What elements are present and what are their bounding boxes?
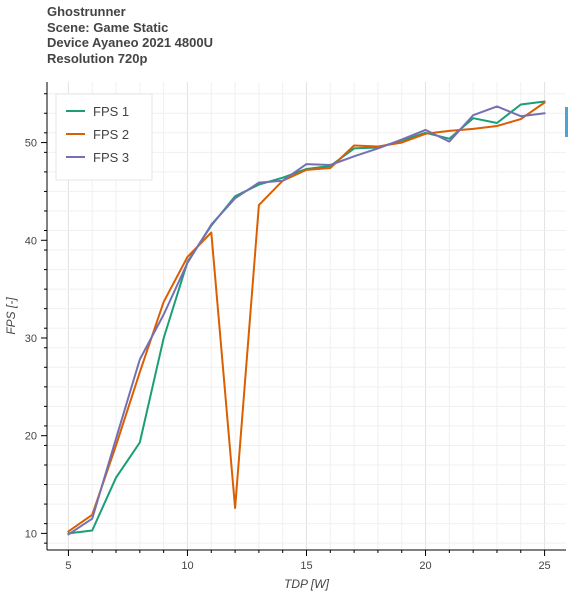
toolbar-active-indicator[interactable] (565, 107, 568, 137)
axes: 5 10 15 20 25 10 20 30 40 50 (25, 82, 566, 572)
series-line-fps-2 (67, 101, 546, 533)
y-axis-label: FPS [-] (4, 297, 18, 335)
chart-title-line-4: Resolution 720p (47, 50, 148, 66)
legend-label-2: FPS 2 (93, 127, 129, 142)
series-line-fps-3 (67, 105, 546, 536)
chart-title: Ghostrunner Scene: Game Static Device Ay… (47, 4, 213, 66)
x-tick-label: 10 (181, 560, 193, 572)
chart-title-line-1: Ghostrunner (47, 4, 126, 19)
chart-title-line-3: Device Ayaneo 2021 4800U (47, 35, 213, 50)
y-tick-label: 10 (25, 528, 37, 540)
legend-label-3: FPS 3 (93, 150, 129, 165)
y-tick-label: 40 (25, 235, 37, 247)
chart-title-line-2: Scene: Game Static (47, 19, 169, 35)
x-tick-label: 15 (300, 560, 312, 572)
x-tick-label: 25 (538, 560, 550, 572)
x-tick-label: 5 (65, 560, 71, 572)
x-axis-label: TDP [W] (284, 577, 330, 591)
y-tick-label: 50 (25, 138, 37, 150)
y-tick-label: 20 (25, 431, 37, 443)
legend-label-1: FPS 1 (93, 104, 129, 119)
legend: FPS 1 FPS 2 FPS 3 (55, 93, 153, 181)
y-tick-label: 30 (25, 333, 37, 345)
legend-box (55, 93, 153, 181)
x-tick-label: 20 (419, 560, 431, 572)
series-lines (67, 100, 546, 536)
